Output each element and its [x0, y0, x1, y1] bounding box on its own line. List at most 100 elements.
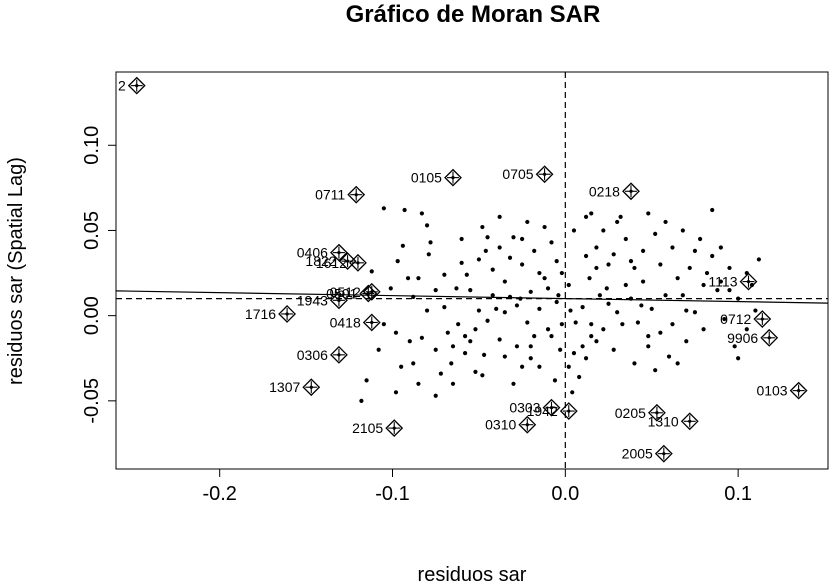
data-point: [554, 299, 559, 305]
data-point: [570, 390, 575, 395]
data-point: [583, 356, 589, 361]
data-point: [400, 243, 405, 248]
data-point: [395, 259, 400, 264]
influential-center-dot: [655, 411, 659, 415]
influential-point: 1310: [648, 412, 699, 431]
data-point: [399, 364, 404, 369]
data-point: [520, 364, 525, 369]
data-point: [736, 296, 741, 301]
data-point: [369, 269, 374, 274]
data-point: [639, 303, 644, 308]
data-point: [424, 223, 430, 228]
influential-center-dot: [767, 336, 771, 340]
data-point: [411, 361, 416, 366]
influential-diamond-marker: [278, 305, 297, 323]
influential-center-dot: [629, 189, 633, 193]
data-point: [449, 361, 454, 366]
data-point: [480, 224, 485, 230]
data-point: [411, 294, 416, 300]
data-point: [520, 262, 525, 267]
data-point: [577, 374, 582, 380]
data-point: [684, 339, 689, 344]
data-point: [628, 259, 634, 264]
influential-point: 0712: [720, 310, 772, 328]
data-point: [594, 265, 599, 271]
influential-point: 2: [118, 76, 146, 95]
data-point: [559, 322, 564, 327]
data-point: [568, 308, 573, 313]
data-point: [407, 339, 412, 344]
data-point: [416, 381, 421, 386]
data-point: [736, 356, 741, 361]
data-point: [587, 276, 592, 281]
influential-diamond-marker: [362, 313, 381, 332]
data-point: [597, 293, 602, 298]
data-point: [376, 347, 381, 352]
data-point: [589, 211, 594, 216]
influential-center-dot: [309, 385, 313, 389]
data-point: [653, 368, 658, 373]
x-axis-label: residuos sar: [418, 564, 527, 586]
influential-diamond-marker: [330, 291, 348, 310]
data-point: [433, 347, 438, 352]
data-point: [502, 310, 507, 315]
data-point: [476, 308, 482, 313]
data-point: [606, 262, 611, 267]
influential-diamond-marker: [680, 412, 699, 431]
data-point: [756, 257, 761, 262]
data-point: [666, 354, 672, 359]
data-point: [494, 306, 499, 311]
data-point: [615, 310, 620, 315]
data-point: [589, 333, 594, 339]
influential-diamond-marker: [349, 253, 367, 272]
y-axis-label: residuos sar (Spatial Lag): [5, 157, 27, 385]
data-point: [393, 390, 399, 395]
influential-point-label: 0418: [330, 314, 361, 330]
data-point: [663, 293, 668, 298]
data-point: [462, 351, 468, 356]
y-tick-label: 0.10: [81, 126, 103, 165]
data-point: [663, 219, 668, 225]
data-point: [459, 236, 464, 242]
data-point: [580, 305, 585, 310]
data-point: [468, 287, 473, 293]
data-point: [442, 272, 447, 277]
data-point: [580, 344, 585, 349]
data-point: [462, 333, 468, 339]
influential-point-label: 0205: [615, 405, 646, 421]
influential-diamond-marker: [647, 403, 666, 422]
data-point: [497, 245, 502, 250]
influential-center-dot: [337, 298, 341, 302]
influential-center-dot: [549, 406, 554, 410]
data-point: [753, 308, 758, 313]
influential-point-label: 0406: [297, 245, 328, 261]
data-point: [623, 282, 628, 288]
data-point: [727, 265, 732, 271]
data-point: [718, 245, 723, 250]
influential-point-label: 0512: [330, 284, 361, 300]
data-point: [594, 245, 599, 250]
data-point: [710, 253, 715, 259]
data-point: [604, 286, 609, 291]
data-point: [459, 260, 464, 265]
influential-center-dot: [746, 279, 751, 284]
data-point: [611, 252, 616, 257]
data-point: [381, 206, 386, 211]
data-point: [424, 308, 430, 313]
influential-diamond-marker: [338, 252, 357, 271]
data-point: [405, 276, 411, 281]
data-point: [525, 219, 530, 225]
data-point: [445, 330, 450, 335]
data-point: [542, 276, 547, 281]
data-point: [528, 289, 533, 294]
influential-point: 0418: [330, 313, 381, 332]
data-point: [520, 236, 525, 242]
data-point: [514, 303, 520, 308]
data-point: [454, 286, 459, 291]
data-point: [532, 333, 537, 339]
influential-diamond-marker: [127, 76, 146, 95]
data-point: [670, 322, 675, 327]
data-point: [722, 316, 727, 322]
influential-center-dot: [337, 353, 341, 357]
influential-diamond-marker: [444, 168, 462, 187]
